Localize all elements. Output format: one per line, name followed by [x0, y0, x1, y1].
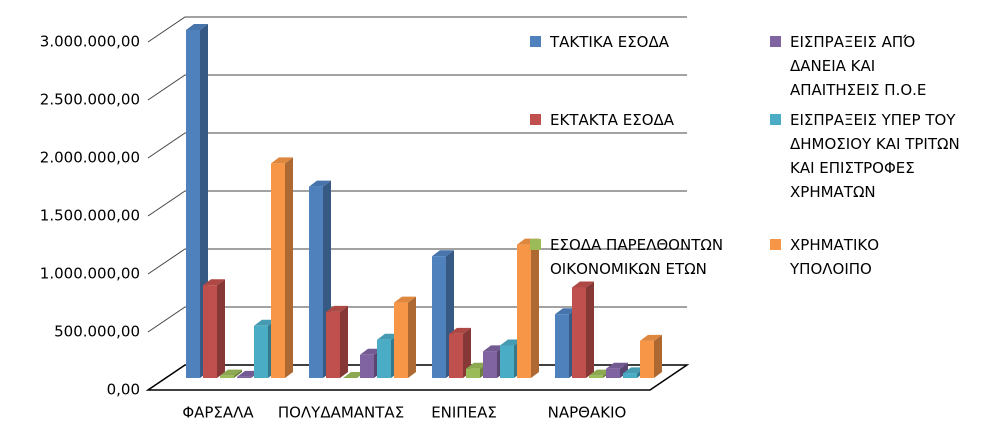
grid-line [147, 16, 687, 43]
bar-top [432, 250, 454, 257]
bar-top [640, 334, 662, 341]
bar-side [531, 238, 539, 378]
bar-side [620, 362, 628, 378]
y-tick-label: 1.000.000,00 [40, 265, 140, 283]
bar-side [654, 334, 662, 378]
bar [271, 163, 285, 378]
bar [500, 345, 514, 378]
bar-side [408, 296, 416, 378]
bar-top [623, 367, 645, 374]
legend-item: ΕΙΣΠΡΑΞΕΙΣ ΥΠΕΡ ΤΟΥ ΔΗΜΟΣΙΟΥ ΚΑΙ ΤΡΙΤΩΝ … [770, 108, 980, 204]
bar-top [360, 348, 382, 355]
y-tick-label: 1.500.000,00 [40, 207, 140, 225]
bar [237, 376, 251, 378]
bar-top [555, 308, 577, 315]
bar [309, 186, 323, 378]
bar-top [466, 362, 488, 369]
legend-label: ΕΙΣΠΡΑΞΕΙΣ ΥΠΕΡ ΤΟΥ ΔΗΜΟΣΙΟΥ ΚΑΙ ΤΡΙΤΩΝ … [790, 111, 960, 201]
bar-top [186, 24, 208, 30]
bar [555, 314, 569, 378]
bar-side [586, 281, 594, 378]
bar-top [271, 157, 293, 164]
legend-swatch [530, 36, 541, 47]
bar [203, 285, 217, 378]
grid-line [147, 132, 687, 159]
bar-top [589, 369, 611, 376]
legend-swatch [770, 239, 781, 250]
bar-top [606, 362, 628, 369]
legend-swatch [530, 239, 541, 250]
bar [254, 325, 268, 378]
legend-swatch [770, 36, 781, 47]
legend-label: ΕΙΣΠΡΑΞΕΙΣ ΑΠΌ ΔΑΝΕΙΑ ΚΑΙ ΑΠΑΙΤΗΣΕΙΣ Π.Ο… [790, 33, 927, 99]
bar-top [343, 372, 365, 378]
y-tick-label: 500.000,00 [54, 323, 140, 341]
bar [589, 375, 603, 378]
bar [432, 256, 446, 378]
legend-item: ΕΣΟΔΑ ΠΑΡΕΛΘΟΝΤΩΝ ΟΙΚΟΝΟΜΙΚΩΝ ΕΤΩΝ [530, 233, 760, 281]
legend-item: ΕΙΣΠΡΑΞΕΙΣ ΑΠΌ ΔΑΝΕΙΑ ΚΑΙ ΑΠΑΙΤΗΣΕΙΣ Π.Ο… [770, 30, 950, 102]
bar [220, 375, 234, 378]
x-tick-label: ΦΑΡΣΑΛΑ [182, 404, 254, 422]
bar-side [234, 369, 242, 378]
y-tick-label: 3.000.000,00 [40, 33, 140, 51]
legend-label: ΕΣΟΔΑ ΠΑΡΕΛΘΟΝΤΩΝ ΟΙΚΟΝΟΜΙΚΩΝ ΕΤΩΝ [550, 236, 724, 278]
bar-top [254, 319, 276, 326]
bar [466, 368, 480, 378]
bar [606, 368, 620, 378]
bar [623, 373, 637, 378]
bar-side [217, 279, 225, 378]
bar [326, 311, 340, 378]
bar-top [326, 305, 348, 312]
x-tick-label: ΠΟΛΥΔΑΜΑΝΤΑΣ [278, 404, 404, 422]
bar [572, 287, 586, 378]
bar-top [572, 281, 594, 288]
grid-line [147, 74, 687, 101]
bar-side [463, 327, 471, 378]
bar-top [377, 333, 399, 340]
bar-top [483, 345, 505, 352]
legend-swatch [530, 114, 541, 125]
legend-label: ΕΚΤΑΚΤΑ ΕΣΟΔΑ [550, 111, 675, 129]
bar-top [500, 339, 522, 346]
bar-side [340, 305, 348, 378]
bar [186, 30, 200, 378]
bar-top [449, 327, 471, 334]
x-tick-label: ΝΑΡΘΑΚΙΟ [548, 404, 627, 422]
bar [517, 244, 531, 378]
bar [360, 354, 374, 378]
bar [640, 340, 654, 378]
x-tick-label: ΕΝΙΠΕΑΣ [431, 404, 497, 422]
bar-top [203, 279, 225, 286]
y-axis [147, 364, 186, 391]
bar-top [237, 370, 259, 377]
y-tick-label: 2.000.000,00 [40, 149, 140, 167]
legend-label: ΤΑΚΤΙΚΑ ΕΣΟΔΑ [550, 33, 669, 51]
y-tick-label: 0,00 [107, 381, 140, 399]
bar [394, 302, 408, 378]
legend-label: ΧΡΗΜΑΤΙΚΟ ΥΠΟΛΟΙΠΟ [790, 236, 880, 278]
legend-item: ΧΡΗΜΑΤΙΚΟ ΥΠΟΛΟΙΠΟ [770, 233, 960, 281]
y-tick-label: 2.500.000,00 [40, 91, 140, 109]
bar [483, 351, 497, 378]
bar [377, 339, 391, 378]
bar-top [309, 180, 331, 187]
bar-top [220, 369, 242, 376]
bar-side [285, 157, 293, 378]
grid-line [147, 190, 687, 217]
legend-item: ΕΚΤΑΚΤΑ ΕΣΟΔΑ [530, 108, 730, 132]
grid-line [147, 306, 687, 333]
legend-swatch [770, 114, 781, 125]
legend-item: ΤΑΚΤΙΚΑ ΕΣΟΔΑ [530, 30, 740, 54]
bar-top [394, 296, 416, 303]
bar [449, 333, 463, 378]
